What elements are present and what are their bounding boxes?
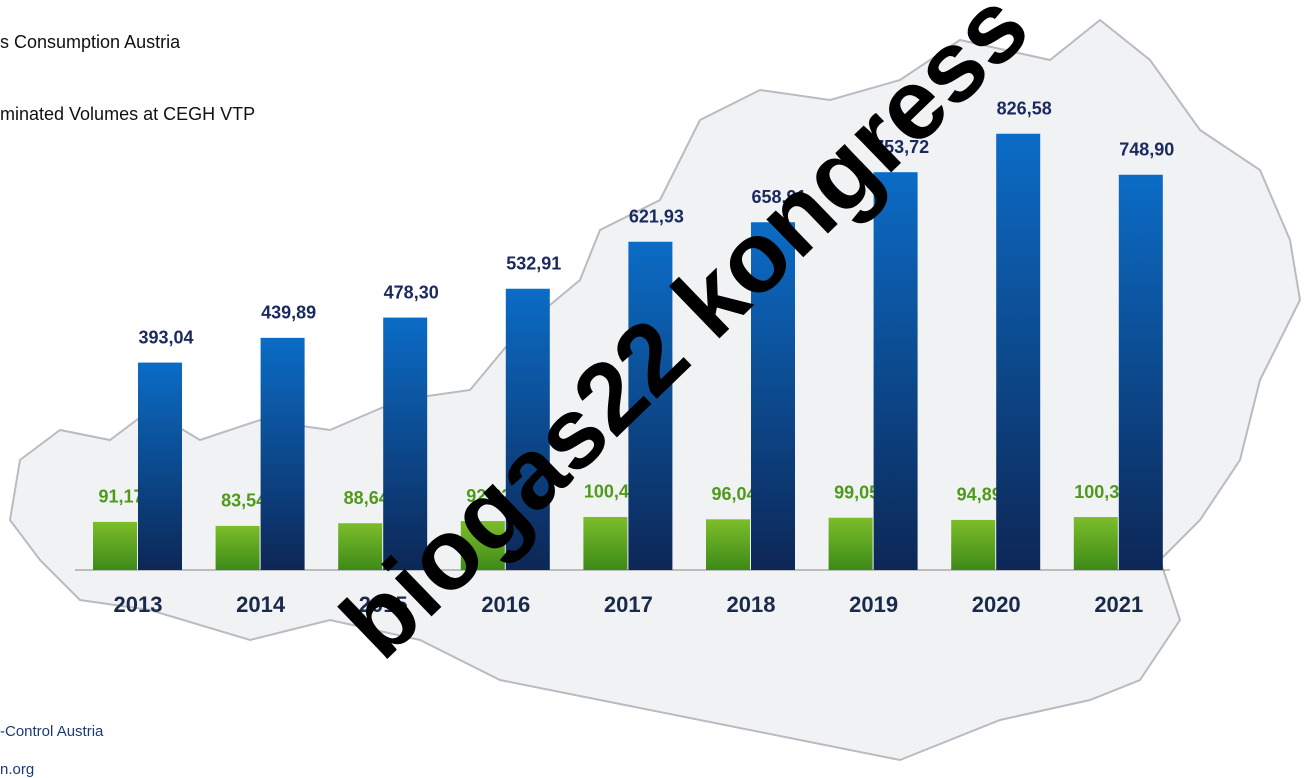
source: n.org <box>0 761 34 778</box>
bar <box>215 525 260 570</box>
legend-label: s Consumption Austria <box>0 32 181 52</box>
x-tick-label: 2020 <box>972 592 1021 617</box>
bar <box>951 519 996 570</box>
bar <box>996 133 1041 570</box>
value-label: 532,91 <box>506 253 561 273</box>
bar <box>383 317 428 570</box>
bar <box>93 521 137 570</box>
x-tick-label: 2016 <box>481 592 530 617</box>
bar <box>338 523 383 570</box>
value-label: 99,05 <box>834 482 879 502</box>
legend-label: minated Volumes at CEGH VTP <box>0 104 255 124</box>
bar <box>751 222 795 570</box>
value-label: 100,31 <box>1074 482 1129 502</box>
value-label: 94,89 <box>957 485 1002 505</box>
value-label: 748,90 <box>1119 139 1174 159</box>
value-label: 826,58 <box>997 98 1052 118</box>
bar <box>505 288 550 570</box>
x-tick-label: 2014 <box>236 592 286 617</box>
bar <box>1118 174 1163 570</box>
bar <box>706 519 750 570</box>
value-label: 100,49 <box>584 482 639 502</box>
x-tick-label: 2019 <box>849 592 898 617</box>
bar <box>260 337 305 570</box>
value-label: 91,17 <box>98 487 143 507</box>
source: -Control Austria <box>0 723 104 740</box>
bar <box>828 517 873 570</box>
x-tick-label: 2013 <box>114 592 163 617</box>
x-tick-label: 2018 <box>727 592 776 617</box>
x-tick-label: 2021 <box>1094 592 1143 617</box>
x-tick-label: 2015 <box>359 592 408 617</box>
bar <box>138 362 182 570</box>
bar <box>873 172 918 570</box>
value-label: 92,82 <box>466 486 511 506</box>
value-label: 753,72 <box>874 137 929 157</box>
value-label: 621,93 <box>629 207 684 227</box>
bar <box>583 516 628 570</box>
x-tick-label: 2017 <box>604 592 653 617</box>
bar <box>1073 517 1118 570</box>
value-label: 439,89 <box>261 303 316 323</box>
value-label: 96,04 <box>711 484 756 504</box>
value-label: 478,30 <box>384 282 439 302</box>
bar <box>460 521 505 570</box>
value-label: 88,64 <box>344 488 389 508</box>
value-label: 658,91 <box>751 187 806 207</box>
value-label: 393,04 <box>138 327 193 347</box>
bar <box>628 241 673 571</box>
value-label: 83,54 <box>221 491 266 511</box>
